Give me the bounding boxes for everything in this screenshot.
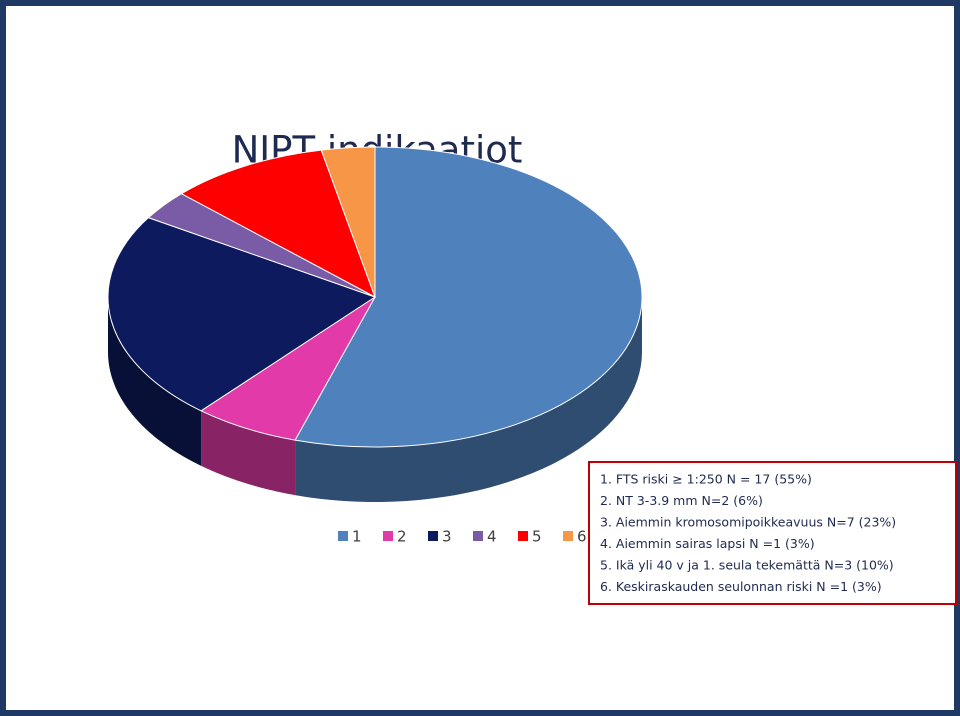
note-line: 3. Aiemmin kromosomipoikkeavuus N=7 (23%… (600, 515, 896, 530)
notes-box (588, 461, 957, 605)
legend-label: 5 (532, 528, 542, 546)
legend-label: 2 (397, 528, 407, 546)
slice (107, 217, 377, 412)
note-line: 5. Ikä yli 40 v ja 1. seula tekemättä N=… (600, 558, 894, 573)
legend-label: 6 (577, 528, 587, 546)
note-line: 2. NT 3-3.9 mm N=2 (6%) (600, 493, 763, 508)
legend-swatch (338, 531, 348, 541)
legend-swatch (428, 531, 438, 541)
note-line: 1. FTS riski ≥ 1:250 N = 17 (55%) (600, 472, 812, 487)
legend-label: 4 (487, 528, 497, 546)
slice (320, 146, 376, 298)
legend-swatch (563, 531, 573, 541)
legend-swatch (383, 531, 393, 541)
slice-side (295, 297, 642, 502)
slice-side (108, 297, 202, 466)
legend-swatch (473, 531, 483, 541)
legend-label: 3 (442, 528, 452, 546)
slice (294, 146, 643, 448)
legend-swatch (518, 531, 528, 541)
slice-side (201, 410, 296, 496)
slice (180, 149, 376, 299)
legend-label: 1 (352, 528, 362, 546)
note-line: 6. Keskiraskauden seulonnan riski N =1 (… (600, 579, 882, 594)
note-line: 4. Aiemmin sairas lapsi N =1 (3%) (600, 536, 815, 551)
